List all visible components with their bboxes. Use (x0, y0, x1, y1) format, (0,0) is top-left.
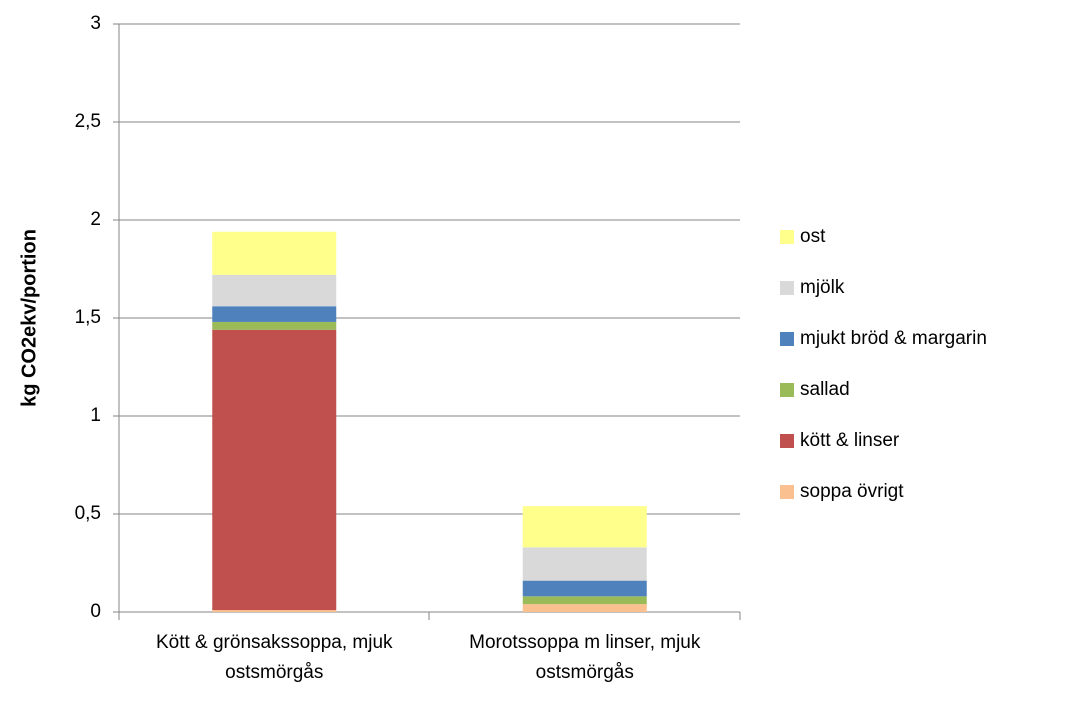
x-tick-label: Kött & grönsakssoppa, mjuk ostsmörgås (155, 632, 393, 683)
y-tick-label: 0 (90, 601, 101, 622)
y-tick-label: 2 (90, 209, 101, 230)
bar-segment (212, 231, 337, 275)
legend-label: mjukt bröd & margarin (800, 328, 987, 349)
y-tick-label: 1,5 (75, 307, 101, 328)
bar-segment (522, 596, 647, 605)
legend-label: soppa övrigt (800, 481, 904, 502)
bar-segment (212, 306, 337, 322)
bar-segment (212, 610, 337, 612)
y-tick-label: 3 (90, 13, 101, 34)
bar-segment (522, 547, 647, 581)
bar-segment (522, 580, 647, 597)
legend-swatch (780, 332, 794, 346)
bar-segment (212, 321, 337, 330)
y-tick-label: 2,5 (75, 111, 101, 132)
legend-swatch (780, 230, 794, 244)
bar-segment (522, 604, 647, 612)
bar-segment (212, 329, 337, 611)
legend-label: ost (800, 226, 826, 247)
x-tick-label: Morotssoppa m linser, mjuk ostsmörgås (469, 632, 701, 683)
y-tick-label: 0,5 (75, 503, 101, 524)
legend-swatch (780, 485, 794, 499)
bar-segment (522, 506, 647, 548)
y-axis-label: kg CO2ekv/portion (18, 229, 40, 407)
y-tick-label: 1 (90, 405, 101, 426)
legend-swatch (780, 434, 794, 448)
bar-segment (212, 274, 337, 307)
legend-swatch (780, 281, 794, 295)
legend-label: sallad (800, 379, 850, 400)
legend-label: mjölk (800, 277, 845, 298)
legend-label: kött & linser (800, 430, 900, 451)
legend-swatch (780, 383, 794, 397)
